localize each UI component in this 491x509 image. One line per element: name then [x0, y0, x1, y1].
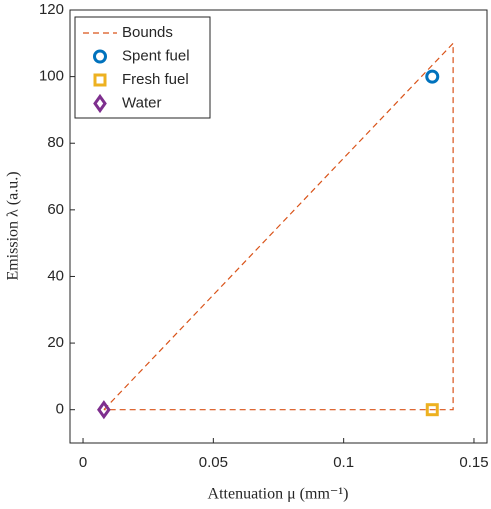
data-point — [425, 69, 440, 84]
y-tick-label: 20 — [47, 334, 64, 351]
x-tick-label: 0.1 — [333, 454, 354, 471]
legend-label: Bounds — [122, 24, 173, 41]
legend-marker — [93, 93, 107, 114]
y-axis-label: Emission λ (a.u.) — [5, 171, 22, 280]
y-tick-label: 60 — [47, 201, 64, 218]
y-tick-label: 40 — [47, 267, 64, 284]
x-tick-label: 0 — [79, 454, 87, 471]
bounds-line — [103, 41, 454, 411]
legend-marker — [93, 73, 107, 87]
data-point — [425, 403, 439, 417]
y-tick-label: 100 — [39, 68, 64, 85]
legend-label: Fresh fuel — [122, 71, 189, 88]
y-tick-label: 120 — [39, 1, 64, 18]
legend-marker — [93, 49, 107, 64]
x-tick-label: 0.15 — [459, 454, 488, 471]
y-tick-label: 80 — [47, 134, 64, 151]
data-point — [97, 400, 111, 420]
x-axis-label: Attenuation μ (mm⁻¹) — [208, 486, 349, 503]
legend-label: Spent fuel — [122, 47, 190, 64]
x-tick-label: 0.05 — [199, 454, 228, 471]
y-tick-label: 0 — [56, 401, 64, 418]
legend-label: Water — [122, 94, 161, 111]
